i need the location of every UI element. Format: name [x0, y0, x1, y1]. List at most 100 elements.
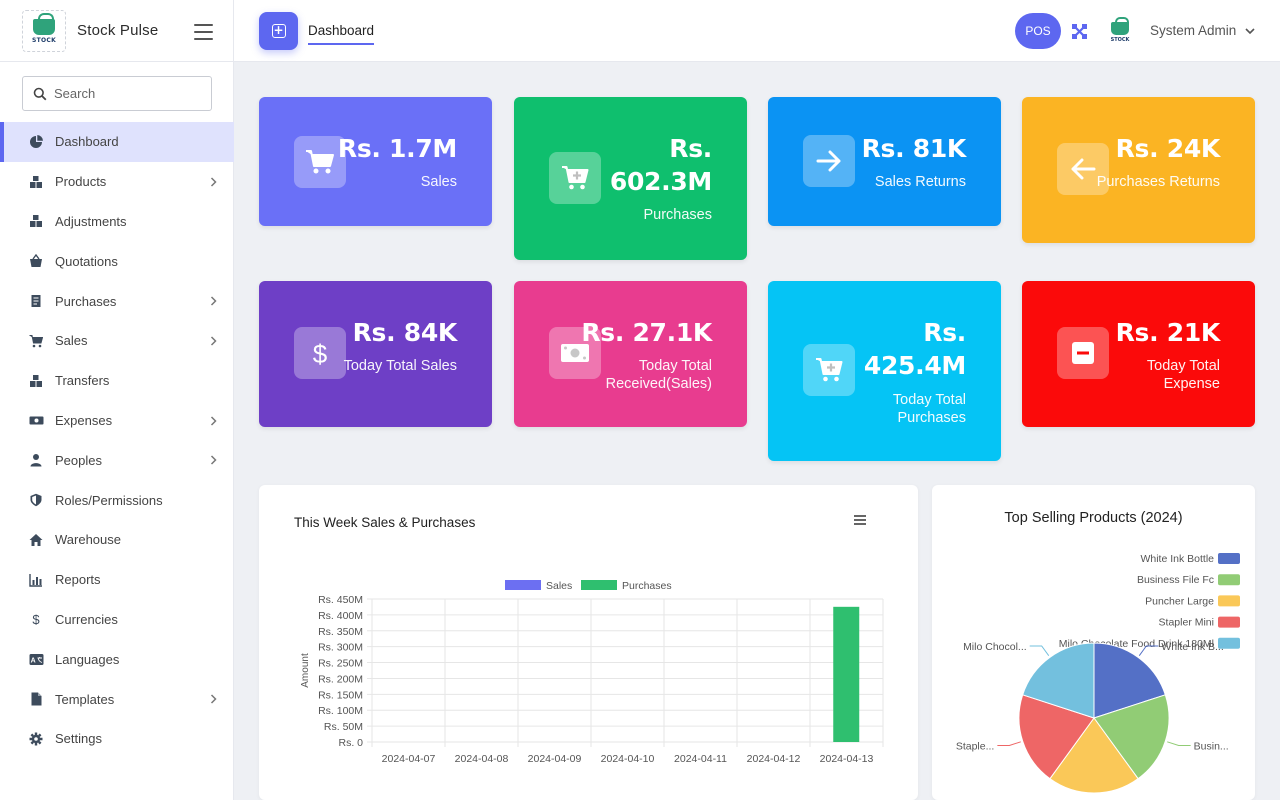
sidebar-item-templates[interactable]: Templates	[0, 679, 234, 719]
cart-plus-icon	[549, 152, 601, 204]
sidebar-item-adjustments[interactable]: Adjustments	[0, 202, 234, 242]
legend-label[interactable]: White Ink Bottle	[1140, 553, 1214, 565]
cart-icon	[294, 136, 346, 188]
sidebar-item-quotations[interactable]: Quotations	[0, 241, 234, 281]
stat-card-purchases-returns[interactable]: Rs. 24K Purchases Returns	[1022, 97, 1255, 243]
bar-purchases-2024-04-13[interactable]	[833, 606, 860, 742]
x-tick-label: 2024-04-09	[528, 753, 582, 765]
stat-card-sales[interactable]: Rs. 1.7M Sales	[259, 97, 492, 226]
sidebar-item-label: Templates	[55, 691, 115, 707]
pie-slice[interactable]	[1022, 642, 1095, 719]
boxes-icon	[28, 373, 44, 389]
legend-swatch[interactable]	[1218, 574, 1240, 586]
shopping-bag-icon	[33, 12, 55, 35]
stat-card-today-total-received-sales[interactable]: Rs. 27.1K Today Total Received(Sales)	[514, 281, 747, 427]
search-box[interactable]	[22, 76, 212, 111]
pos-button[interactable]: POS	[1015, 13, 1061, 49]
stat-card-label: Purchases Returns	[1096, 174, 1220, 190]
stat-card-label: Today Total Purchases	[892, 392, 966, 426]
legend-label[interactable]: Business File Fc	[1137, 574, 1214, 586]
sidebar-item-settings[interactable]: Settings	[0, 719, 234, 759]
receipt-icon	[28, 293, 44, 309]
sidebar-item-label: Quotations	[55, 253, 118, 269]
sidebar-item-warehouse[interactable]: Warehouse	[0, 520, 234, 560]
sidebar-item-languages[interactable]: A Languages	[0, 639, 234, 679]
legend-label-sales[interactable]: Sales	[546, 580, 572, 592]
app-logo[interactable]: STOCK	[22, 10, 66, 52]
chevron-right-icon[interactable]	[209, 295, 218, 307]
sidebar-item-products[interactable]: Products	[0, 162, 234, 202]
sidebar-item-currencies[interactable]: $ Currencies	[0, 600, 234, 640]
money-icon	[549, 327, 601, 379]
chevron-right-icon[interactable]	[209, 693, 218, 705]
pie-slice[interactable]	[1049, 717, 1139, 794]
x-tick-label: 2024-04-07	[382, 753, 436, 765]
y-tick-label: Rs. 300M	[318, 642, 363, 654]
x-tick-label: 2024-04-13	[820, 753, 874, 765]
stat-card-label: Purchases	[643, 207, 712, 223]
legend-swatch-purchases[interactable]	[581, 580, 617, 590]
arrow-right-icon	[803, 135, 855, 187]
sidebar-item-label: Warehouse	[55, 532, 121, 548]
basket-icon	[28, 253, 44, 269]
stat-card-today-total-expense[interactable]: Rs. 21K Today Total Expense	[1022, 281, 1255, 427]
chevron-right-icon[interactable]	[209, 335, 218, 347]
pie-icon	[28, 134, 44, 150]
sidebar-item-label: Settings	[55, 731, 102, 747]
legend-swatch[interactable]	[1218, 637, 1240, 649]
legend-swatch[interactable]	[1218, 595, 1240, 607]
legend-swatch[interactable]	[1218, 616, 1240, 628]
sidebar-item-expenses[interactable]: Expenses	[0, 401, 234, 441]
pie-slice[interactable]	[1018, 694, 1095, 780]
top-bar: STOCK Stock Pulse + Dashboard POS STOCK …	[0, 0, 1280, 62]
search-input[interactable]	[54, 86, 204, 101]
sidebar-item-label: Adjustments	[55, 213, 127, 229]
x-tick-label: 2024-04-10	[601, 753, 655, 765]
sidebar-item-peoples[interactable]: Peoples	[0, 440, 234, 480]
pie-slice[interactable]	[1093, 694, 1170, 780]
sidebar-item-roles-permissions[interactable]: Roles/Permissions	[0, 480, 234, 520]
sidebar-item-label: Languages	[55, 651, 120, 667]
sidebar-item-transfers[interactable]: Transfers	[0, 361, 234, 401]
pie-slice-label: Milo Chocol...	[963, 641, 1027, 653]
user-name[interactable]: System Admin	[1150, 23, 1237, 38]
money-icon	[28, 412, 44, 428]
pie-slice-label: Staple...	[956, 741, 995, 753]
stat-card-today-total-sales[interactable]: $ Rs. 84K Today Total Sales	[259, 281, 492, 427]
chevron-right-icon[interactable]	[209, 415, 218, 427]
sidebar-item-dashboard[interactable]: Dashboard	[0, 122, 234, 162]
stat-card-purchases[interactable]: Rs. 602.3M Purchases	[514, 97, 747, 260]
sidebar-item-label: Roles/Permissions	[55, 492, 163, 508]
chevron-right-icon[interactable]	[209, 454, 218, 466]
stat-card-today-total-purchases[interactable]: Rs. 425.4M Today Total Purchases	[768, 281, 1001, 461]
chart-icon	[28, 572, 44, 588]
chevron-down-icon[interactable]	[1244, 25, 1256, 37]
stat-card-sales-returns[interactable]: Rs. 81K Sales Returns	[768, 97, 1001, 226]
cart-plus-icon	[803, 344, 855, 396]
chevron-right-icon[interactable]	[209, 176, 218, 188]
user-avatar[interactable]: STOCK	[1101, 14, 1139, 50]
legend-swatch-sales[interactable]	[505, 580, 541, 590]
y-tick-label: Rs. 450M	[318, 594, 363, 606]
search-icon	[33, 87, 47, 100]
stat-card-value: Rs. 84K	[352, 318, 458, 347]
sidebar-item-label: Sales	[55, 333, 88, 349]
sidebar-item-reports[interactable]: Reports	[0, 560, 234, 600]
sidebar-item-label: Products	[55, 174, 107, 190]
legend-swatch[interactable]	[1218, 553, 1240, 564]
dashboard-tile-icon[interactable]: +	[259, 12, 298, 50]
pie-slice[interactable]	[1093, 642, 1166, 719]
tab-dashboard[interactable]: Dashboard	[308, 23, 375, 45]
stat-card-label: Today Total Received(Sales)	[605, 358, 712, 392]
chart-menu-icon[interactable]	[854, 515, 866, 525]
legend-label[interactable]: Stapler Mini	[1159, 617, 1214, 629]
fullscreen-icon[interactable]	[1071, 23, 1088, 40]
sidebar-item-label: Dashboard	[55, 134, 119, 150]
legend-label[interactable]: Puncher Large	[1145, 595, 1214, 607]
hamburger-menu-icon[interactable]	[194, 24, 213, 40]
sidebar-item-purchases[interactable]: Purchases	[0, 281, 234, 321]
boxes-icon	[28, 213, 44, 229]
sidebar-item-sales[interactable]: Sales	[0, 321, 234, 361]
cart-icon	[28, 333, 44, 349]
legend-label-purchases[interactable]: Purchases	[622, 580, 672, 592]
